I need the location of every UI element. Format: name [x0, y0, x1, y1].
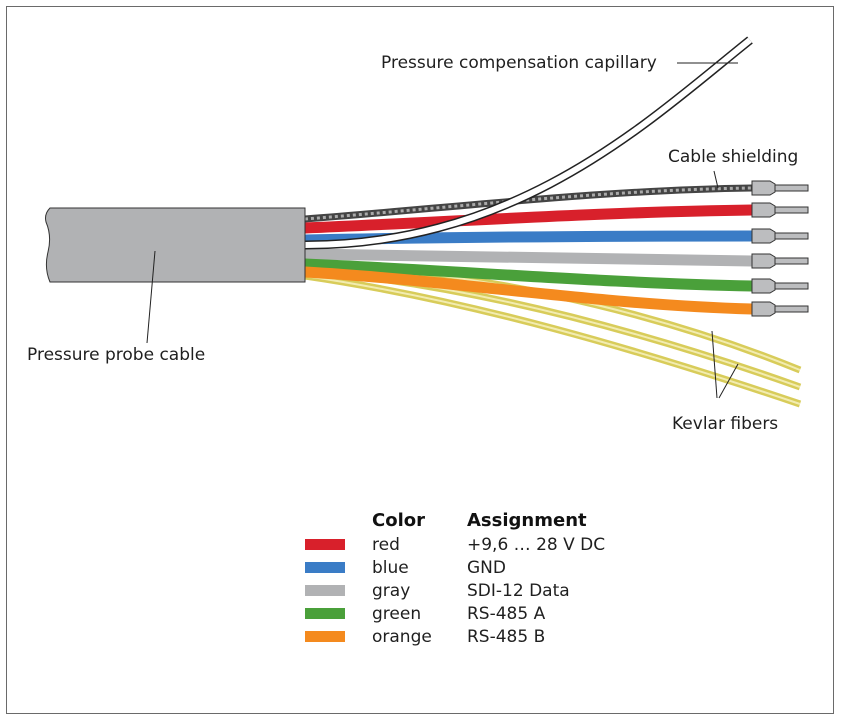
swatch-blue: [305, 562, 345, 573]
legend-assignment: RS-485 A: [467, 603, 546, 624]
wire-red: [304, 204, 753, 234]
legend-color-name: green: [372, 603, 422, 624]
wire-orange: [304, 266, 753, 315]
legend-header-color: Color: [372, 509, 425, 531]
legend-assignment: +9,6 … 28 V DC: [467, 534, 606, 555]
wire-green: [304, 258, 753, 292]
legend-assignment: GND: [467, 557, 506, 578]
legend-color-name: orange: [372, 626, 432, 647]
legend-row: red +9,6 … 28 V DC: [305, 533, 605, 556]
swatch-orange: [305, 631, 345, 642]
pressure-capillary: [304, 36, 753, 250]
legend-row: orange RS-485 B: [305, 625, 605, 648]
ferrule-red: [751, 202, 809, 218]
ferrule-shielding: [751, 180, 809, 196]
legend-color-name: blue: [372, 557, 409, 578]
legend-assignment: SDI-12 Data: [467, 580, 570, 601]
probe-cable-label: Pressure probe cable: [27, 345, 206, 365]
color-legend: Color Assignment red +9,6 … 28 V DC blue…: [305, 507, 605, 648]
swatch-red: [305, 539, 345, 550]
legend-row: gray SDI-12 Data: [305, 579, 605, 602]
swatch-gray: [305, 585, 345, 596]
legend-header-assignment: Assignment: [467, 509, 587, 531]
ferrule-green: [751, 278, 809, 294]
swatch-green: [305, 608, 345, 619]
ferrule-orange: [751, 301, 809, 317]
ferrule-gray: [751, 253, 809, 269]
wire-gray: [304, 248, 753, 267]
legend-assignment: RS-485 B: [467, 626, 546, 647]
legend-row: green RS-485 A: [305, 602, 605, 625]
kevlar-label: Kevlar fibers: [672, 414, 779, 434]
shielding-label: Cable shielding: [668, 147, 799, 167]
pressure-probe-cable: [45, 207, 306, 283]
legend-row: blue GND: [305, 556, 605, 579]
legend-color-name: red: [372, 534, 400, 555]
ferrule-blue: [751, 228, 809, 244]
capillary-label: Pressure compensation capillary: [381, 53, 657, 73]
leader-lines: [146, 62, 739, 399]
legend-color-name: gray: [372, 580, 411, 601]
wire-ferrules: [751, 180, 809, 317]
legend-header: Color Assignment: [305, 507, 605, 533]
diagram-frame: [6, 6, 834, 714]
